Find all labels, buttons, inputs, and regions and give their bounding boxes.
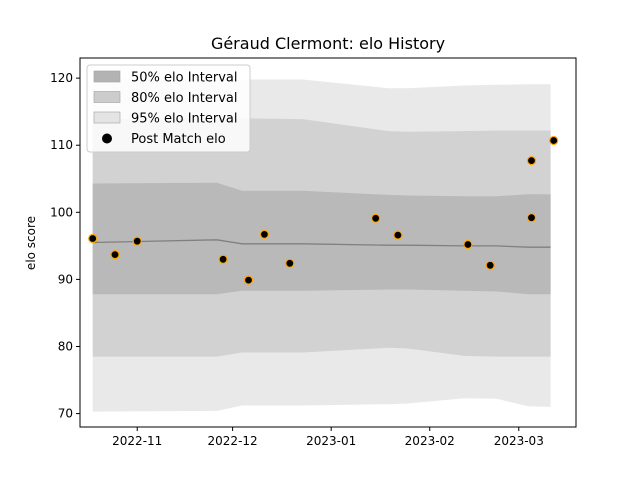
post-match-elo-point <box>485 260 495 270</box>
y-axis: 70 80 90 100 110 120 <box>50 71 80 421</box>
mean-elo-line <box>92 239 551 248</box>
y-tick-label: 120 <box>50 71 73 85</box>
post-match-elo-point <box>463 239 473 250</box>
x-tick-label: 2022-11 <box>112 434 162 448</box>
y-tick-label: 100 <box>50 205 73 219</box>
post-match-elo-point <box>259 229 269 239</box>
interval-bands <box>92 78 551 412</box>
post-match-elo-point <box>549 135 559 146</box>
post-match-elo-point <box>285 258 295 268</box>
post-match-elo-point <box>110 250 120 260</box>
mean-line-layer <box>92 239 551 248</box>
legend-swatch-band80 <box>93 91 121 103</box>
post-match-elo-point <box>88 233 98 244</box>
legend-label: 50% elo Interval <box>131 71 238 86</box>
post-match-elo-point <box>371 213 381 223</box>
y-axis-label: elo score <box>24 216 38 270</box>
y-tick-label: 90 <box>58 272 73 286</box>
chart-title: Géraud Clermont: elo History <box>211 34 445 53</box>
post-match-elo-point <box>526 213 537 223</box>
post-match-elo-point <box>243 275 254 285</box>
x-tick-label: 2022-12 <box>208 434 258 448</box>
legend-label: 80% elo Interval <box>131 91 238 106</box>
legend-frame <box>86 64 251 153</box>
legend: 50% elo Interval 80% elo Interval 95% elo … <box>86 64 251 153</box>
legend-label: Post Match elo <box>131 132 226 147</box>
x-tick-label: 2023-03 <box>494 434 544 448</box>
plot-frame <box>79 57 577 428</box>
y-tick-label: 70 <box>58 407 73 421</box>
post-match-points <box>88 135 559 285</box>
legend-swatch-band95 <box>93 111 121 124</box>
x-tick-label: 2023-01 <box>306 434 356 448</box>
y-tick-label: 110 <box>50 138 73 152</box>
legend-marker-post-match <box>102 133 112 144</box>
post-match-elo-point <box>526 156 537 166</box>
x-axis: 2022-11 2022-12 2023-01 2023-02 2023-03 <box>112 427 544 448</box>
legend-swatch-band50 <box>93 70 121 83</box>
x-tick-label: 2023-02 <box>405 434 455 448</box>
post-match-elo-point <box>393 230 403 240</box>
band-50-area <box>92 182 551 295</box>
post-match-elo-point <box>218 254 228 264</box>
y-tick-label: 80 <box>58 339 73 353</box>
legend-label: 95% elo Interval <box>131 112 238 127</box>
post-match-elo-point <box>132 236 142 246</box>
